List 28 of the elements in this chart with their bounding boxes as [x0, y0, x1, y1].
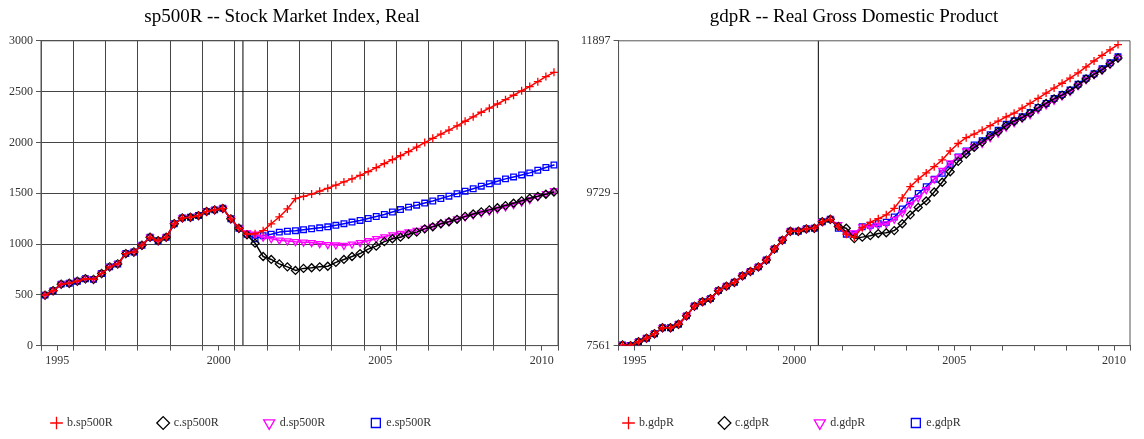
legend-label: c.gdpR [735, 415, 770, 430]
x-tick-label: 2000 [206, 352, 231, 367]
x-tick-label: 2000 [782, 352, 807, 367]
y-tick-label: 1500 [9, 185, 33, 200]
y-tick-label: 0 [27, 337, 33, 352]
legend-label: b.gdpR [639, 415, 675, 430]
y-tick-label: 1000 [9, 236, 33, 251]
legend-label: c.sp500R [173, 415, 219, 430]
legend-label: e.gdpR [926, 415, 961, 430]
x-tick-label: 2005 [368, 352, 393, 367]
x-tick-label: 1995 [45, 352, 70, 367]
legend-label: d.gdpR [830, 415, 866, 430]
y-tick-label: 9729 [586, 185, 611, 200]
legend-label: e.sp500R [386, 415, 432, 430]
y-tick-label: 7561 [586, 337, 611, 352]
y-tick-label: 500 [15, 286, 33, 301]
y-tick-label: 2500 [9, 83, 33, 98]
x-tick-label: 2010 [1102, 352, 1127, 367]
x-tick-label: 2010 [529, 352, 554, 367]
x-tick-label: 2005 [942, 352, 967, 367]
y-tick-label: 11897 [580, 32, 611, 47]
legend-label: b.sp500R [67, 415, 113, 430]
chart-title: gdpR -- Real Gross Domestic Product [709, 5, 1000, 27]
y-tick-label: 3000 [9, 32, 33, 47]
legend-label: d.sp500R [279, 415, 326, 430]
chart-title: sp500R -- Stock Market Index, Real [144, 5, 420, 27]
y-tick-label: 2000 [9, 134, 33, 149]
x-tick-label: 1995 [622, 352, 647, 367]
